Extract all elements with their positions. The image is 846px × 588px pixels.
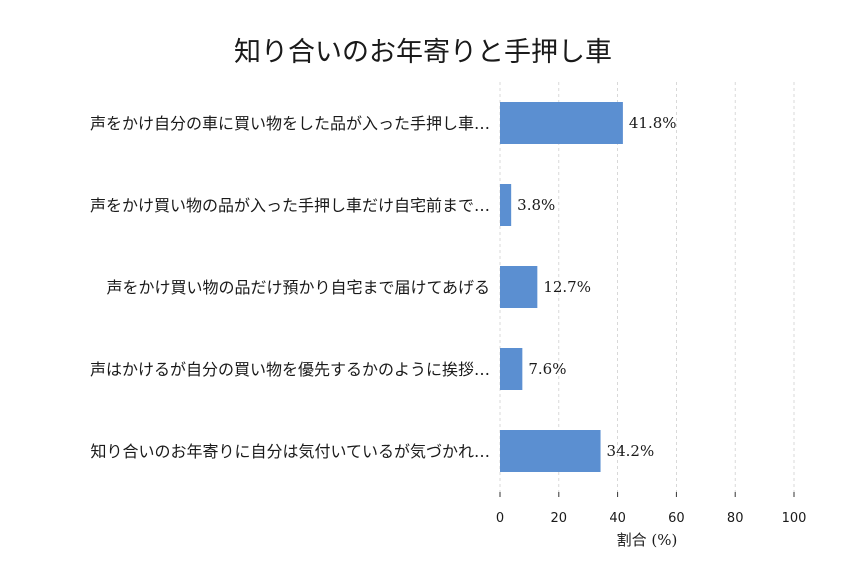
- x-tick-label: 100: [782, 511, 807, 526]
- x-tick-label: 80: [727, 511, 744, 526]
- value-labels: 41.8% 3.8% 12.7% 7.6% 34.2%: [517, 114, 676, 460]
- value-label: 41.8%: [629, 114, 677, 132]
- bar: [500, 348, 523, 390]
- x-tick-label: 40: [609, 511, 626, 526]
- x-tick-label: 20: [551, 511, 568, 526]
- bar: [500, 102, 623, 144]
- bars: [500, 102, 623, 472]
- chart-title: 知り合いのお年寄りと手押し車: [234, 37, 612, 68]
- bar: [500, 184, 512, 226]
- bar: [500, 430, 601, 472]
- value-label: 12.7%: [543, 278, 591, 296]
- bar: [500, 266, 538, 308]
- value-label: 3.8%: [517, 196, 555, 214]
- category-label: 声はかけるが自分の買い物を優先するかのように挨拶…: [90, 360, 490, 379]
- x-axis-ticks: 0 20 40 60 80 100: [496, 492, 807, 526]
- category-label: 声をかけ自分の車に買い物をした品が入った手押し車…: [90, 114, 490, 133]
- x-tick-label: 60: [668, 511, 685, 526]
- category-label: 知り合いのお年寄りに自分は気付いているが気づかれ…: [90, 442, 490, 461]
- x-tick-label: 0: [496, 511, 504, 526]
- value-label: 7.6%: [528, 360, 566, 378]
- category-label: 声をかけ買い物の品が入った手押し車だけ自宅前まで…: [90, 196, 490, 215]
- x-axis-label: 割合 (%): [617, 531, 678, 549]
- value-label: 34.2%: [607, 442, 655, 460]
- category-label: 声をかけ買い物の品だけ預かり自宅まで届けてあげる: [106, 278, 490, 297]
- category-labels: 声をかけ自分の車に買い物をした品が入った手押し車… 声をかけ買い物の品が入った手押…: [90, 114, 490, 461]
